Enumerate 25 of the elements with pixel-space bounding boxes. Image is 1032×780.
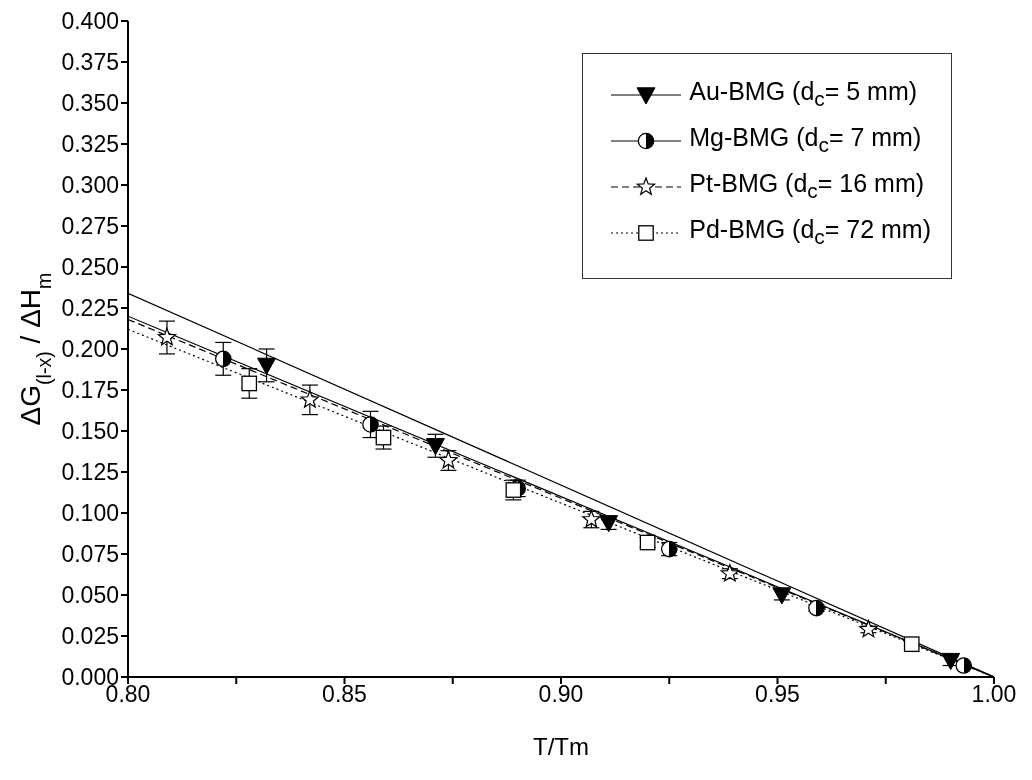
legend-label: Pt-BMG (d$_{c}$= 16 mm): [689, 168, 925, 204]
y-tick-label: 0.075: [61, 541, 119, 568]
y-tick-label: 0.375: [61, 49, 119, 76]
legend-label: Mg-BMG (d$_{c}$= 7 mm): [689, 122, 922, 158]
y-tick-label: 0.250: [61, 254, 119, 281]
y-tick-label: 0.175: [61, 377, 119, 404]
y-tick-label: 0.325: [61, 131, 119, 158]
x-tick-label: 0.90: [538, 681, 584, 708]
x-axis-title: T/Tm: [533, 733, 589, 760]
y-tick-label: 0.200: [61, 336, 119, 363]
y-tick-label: 0.225: [61, 295, 119, 322]
y-tick-label: 0.150: [61, 418, 119, 445]
y-tick-label: 0.125: [61, 459, 119, 486]
y-tick-label: 0.025: [61, 623, 119, 650]
x-tick-label: 0.95: [755, 681, 800, 708]
y-tick-label: 0.050: [61, 582, 119, 609]
x-tick-label: 1.00: [971, 681, 1017, 708]
y-tick-label: 0.350: [61, 90, 119, 117]
y-tick-label: 0.400: [61, 8, 119, 35]
legend-label: Pd-BMG (d$_{c}$= 72 mm): [689, 214, 931, 250]
y-tick-label: 0.275: [61, 213, 119, 240]
y-tick-label: 0.300: [61, 172, 119, 199]
y-tick-label: 0.100: [61, 500, 119, 527]
legend-label: Au-BMG (d$_{c}$= 5 mm): [689, 76, 918, 112]
x-tick-label: 0.85: [322, 681, 367, 708]
